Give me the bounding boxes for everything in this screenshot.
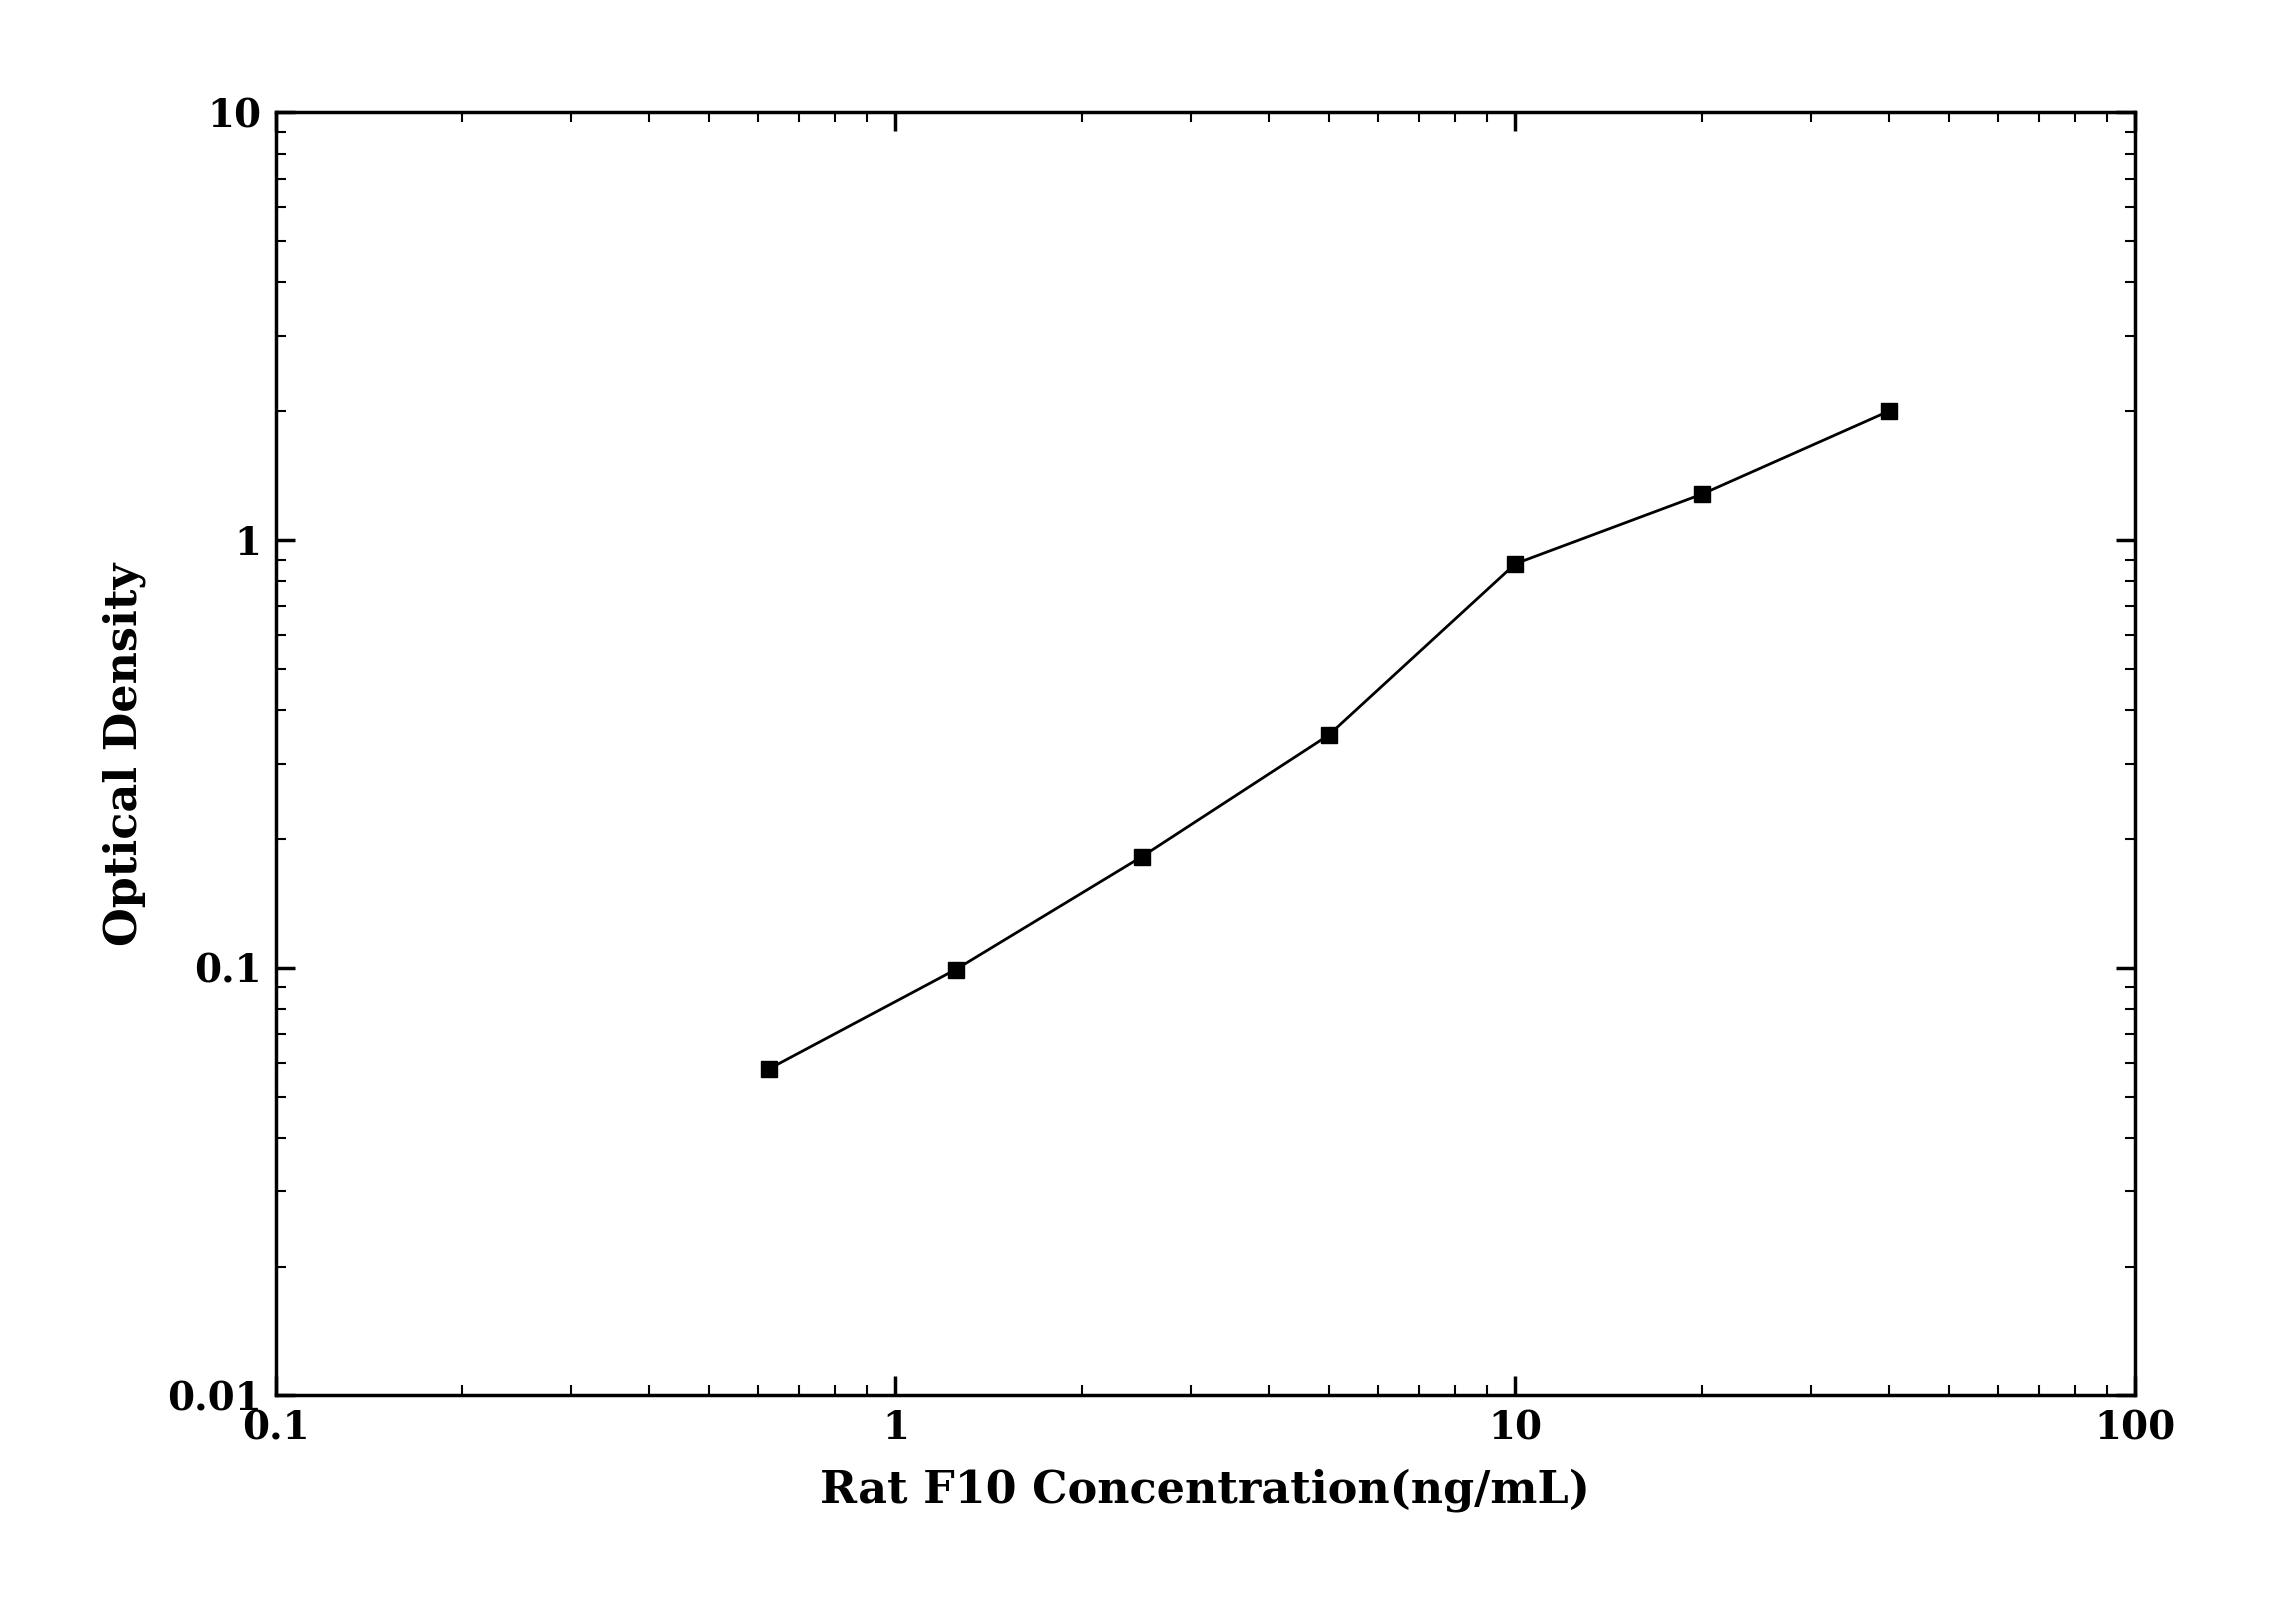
Y-axis label: Optical Density: Optical Density xyxy=(103,563,147,945)
X-axis label: Rat F10 Concentration(ng/mL): Rat F10 Concentration(ng/mL) xyxy=(820,1468,1591,1513)
